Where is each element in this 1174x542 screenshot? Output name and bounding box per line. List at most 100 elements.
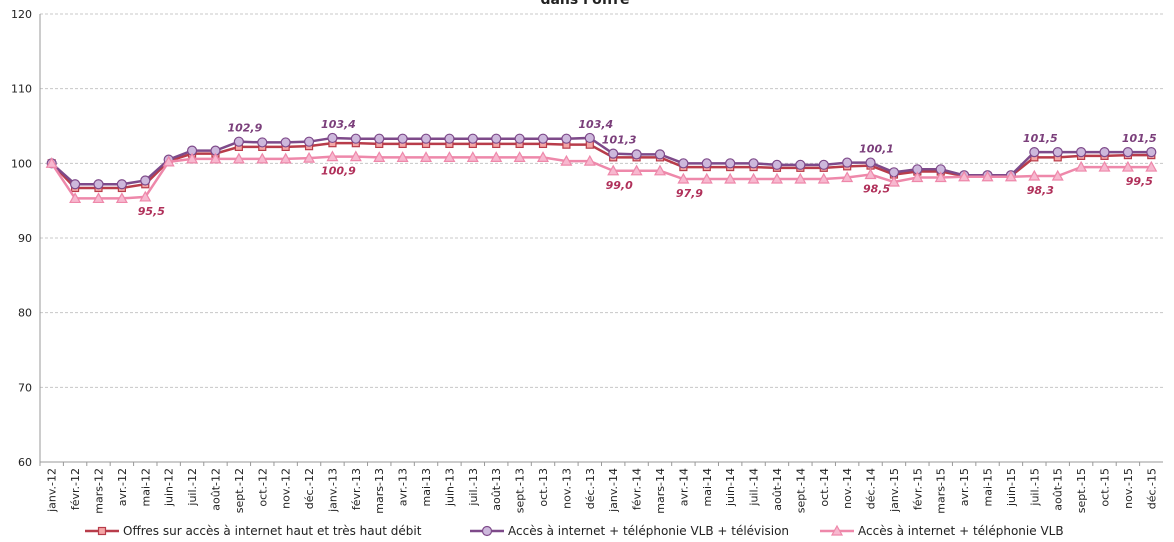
x-tick-label: févr.-12 xyxy=(69,468,82,510)
marker xyxy=(466,151,479,162)
marker xyxy=(981,170,994,182)
legend-label: Accès à internet + téléphonie VLB + télé… xyxy=(508,524,789,538)
legend-item: Accès à internet + téléphonie VLB + télé… xyxy=(470,524,789,538)
x-tick-label: janv.-12 xyxy=(46,468,59,513)
marker xyxy=(397,133,408,144)
marker xyxy=(93,179,104,190)
legend-item: Accès à internet + téléphonie VLB xyxy=(820,524,1064,538)
x-tick-label: févr.-15 xyxy=(911,468,924,510)
marker xyxy=(303,136,315,147)
marker xyxy=(1051,169,1064,181)
x-tick-label: avr.-14 xyxy=(677,468,690,506)
x-tick-label: mars-15 xyxy=(935,468,948,514)
marker xyxy=(69,192,82,204)
marker xyxy=(841,171,854,183)
x-tick-label: août-15 xyxy=(1052,468,1065,511)
marker xyxy=(481,525,493,537)
value-label: 103,4 xyxy=(321,118,356,131)
value-label: 100,9 xyxy=(321,165,356,178)
marker xyxy=(795,159,806,170)
marker xyxy=(233,136,244,147)
x-tick-label: mai-14 xyxy=(701,468,714,506)
x-tick-label: janv.-14 xyxy=(607,468,620,513)
chart-title: dans l'offre xyxy=(540,0,629,8)
marker xyxy=(257,137,268,148)
x-tick-label: sept.-12 xyxy=(233,468,246,513)
y-tick-label: 90 xyxy=(18,232,32,245)
x-tick-label: nov.-13 xyxy=(560,468,573,509)
x-tick-label: déc.-13 xyxy=(584,468,597,509)
marker xyxy=(162,155,175,167)
marker xyxy=(771,159,783,170)
y-tick-label: 70 xyxy=(18,381,32,394)
marker xyxy=(864,168,877,180)
marker xyxy=(209,152,222,164)
marker xyxy=(350,133,361,144)
marker xyxy=(583,154,596,166)
marker xyxy=(1122,147,1134,158)
x-tick-label: mai-15 xyxy=(982,468,995,506)
x-tick-label: févr.-13 xyxy=(350,468,363,510)
x-tick-label: sept.-14 xyxy=(794,468,807,513)
y-tick-label: 120 xyxy=(11,8,32,21)
value-label: 98,5 xyxy=(863,183,890,196)
marker xyxy=(232,152,245,164)
marker xyxy=(830,524,844,536)
marker xyxy=(748,158,759,169)
value-label: 101,5 xyxy=(1023,132,1058,145)
marker xyxy=(139,190,152,202)
x-tick-label: sept.-15 xyxy=(1075,468,1088,513)
x-tick-label: août-12 xyxy=(209,468,222,511)
marker xyxy=(677,172,690,184)
value-label: 100,1 xyxy=(859,143,894,156)
x-tick-label: oct.-14 xyxy=(818,468,831,507)
marker xyxy=(607,164,620,176)
x-tick-label: nov.-15 xyxy=(1122,468,1135,509)
legend-label: Offres sur accès à internet haut et très… xyxy=(123,524,422,538)
marker xyxy=(514,133,525,144)
marker xyxy=(887,175,900,187)
x-tick-label: janv.-13 xyxy=(326,468,339,513)
value-label: 97,9 xyxy=(676,187,703,200)
marker xyxy=(1121,160,1134,172)
value-label: 99,0 xyxy=(606,179,633,192)
y-tick-label: 60 xyxy=(18,456,32,469)
marker xyxy=(934,171,947,183)
x-tick-label: mars-12 xyxy=(92,468,105,514)
value-label: 102,9 xyxy=(227,122,262,135)
value-label: 98,3 xyxy=(1027,184,1054,197)
marker xyxy=(396,151,409,162)
marker xyxy=(770,172,783,184)
marker xyxy=(911,171,924,183)
marker xyxy=(92,192,105,204)
marker xyxy=(115,192,128,204)
value-label: 95,5 xyxy=(138,205,165,218)
marker xyxy=(443,151,456,162)
marker xyxy=(630,164,643,176)
marker xyxy=(326,150,339,162)
marker xyxy=(256,152,269,164)
marker xyxy=(1098,160,1111,172)
marker xyxy=(818,159,829,170)
marker xyxy=(1076,147,1087,158)
marker xyxy=(724,172,737,184)
marker xyxy=(817,172,830,184)
value-label: 101,5 xyxy=(1122,132,1157,145)
marker xyxy=(536,151,550,162)
marker xyxy=(491,133,502,144)
marker xyxy=(678,158,689,169)
value-label: 103,4 xyxy=(578,118,613,131)
x-tick-label: août-14 xyxy=(771,468,784,511)
marker xyxy=(842,157,853,168)
marker xyxy=(280,137,291,148)
x-tick-label: mai-13 xyxy=(420,468,433,506)
marker xyxy=(725,158,736,169)
x-tick-label: déc.-12 xyxy=(303,468,316,509)
marker xyxy=(490,151,503,162)
marker xyxy=(958,170,971,182)
marker xyxy=(420,133,432,144)
marker xyxy=(373,151,386,162)
marker xyxy=(865,157,876,168)
series-line xyxy=(50,155,1152,200)
